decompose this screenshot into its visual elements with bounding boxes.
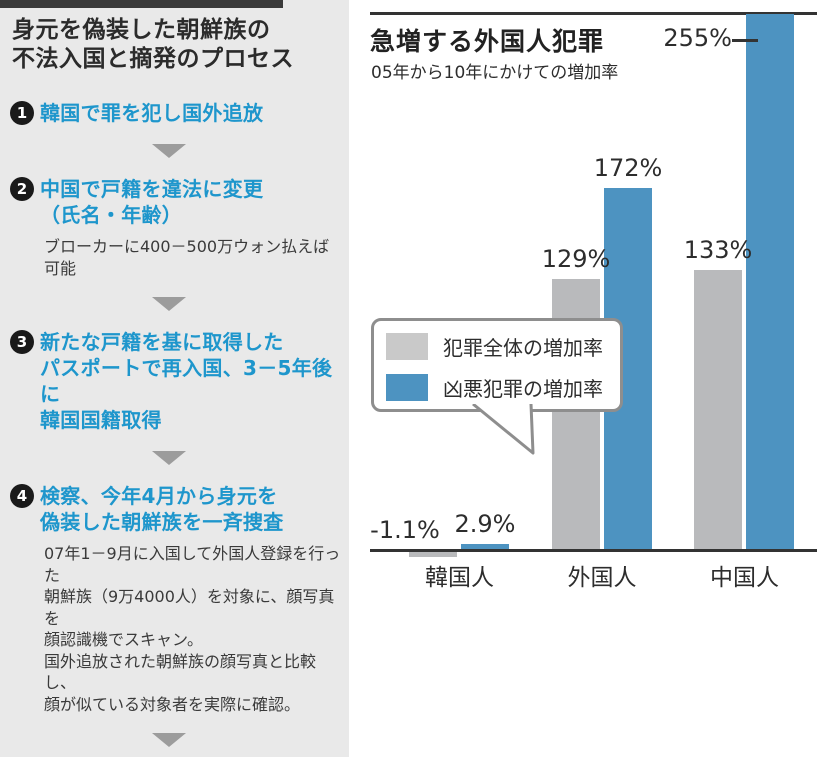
legend-item-total-crime: 犯罪全体の増加率 xyxy=(386,332,620,360)
chart-panel: 急増する外国人犯罪 05年から10年にかけての増加率 犯罪全体の増加率 凶悪犯罪… xyxy=(368,0,819,761)
legend-label: 犯罪全体の増加率 xyxy=(443,335,603,360)
bar-value-label: 133% xyxy=(683,236,753,265)
legend-item-violent-crime: 凶悪犯罪の増加率 xyxy=(386,373,620,401)
step-heading: 検察、今年4月から身元を 偽装した朝鮮族を一斉捜査 xyxy=(40,484,284,534)
step-note: 07年1－9月に入国して外国人登録を行った 朝鮮族（9万4000人）を対象に、顔… xyxy=(44,544,341,714)
category-label-外国人: 外国人 xyxy=(567,565,637,591)
process-step-3: 3 新たな戸籍を基に取得した パスポートで再入国、3－5年後に 韓国国籍取得 xyxy=(10,329,344,433)
step-number-badge: 3 xyxy=(10,330,34,354)
legend-label: 凶悪犯罪の増加率 xyxy=(443,376,603,401)
step-number-badge: 1 xyxy=(10,101,34,125)
bar-value-label: 2.9% xyxy=(454,509,516,538)
violent-crime-bar-中国人 xyxy=(746,13,794,550)
process-step-1: 1 韓国で罪を犯し国外追放 xyxy=(10,100,344,126)
process-panel-title: 身元を偽装した朝鮮族の 不法入国と摘発のプロセス xyxy=(12,17,294,72)
process-steps: 1 韓国で罪を犯し国外追放 2 中国で戸籍を違法に変更 （氏名・年齢） ブローカーに40… xyxy=(10,100,344,761)
step-note: ブローカーに400－500万ウォン払えば可能 xyxy=(44,237,330,278)
bar-value-label: 129% xyxy=(541,244,611,273)
step-heading: 韓国で罪を犯し国外追放 xyxy=(40,101,264,125)
total-crime-bar-韓国人 xyxy=(409,552,457,557)
step-heading: 中国で戸籍を違法に変更 （氏名・年齢） xyxy=(40,177,264,227)
gray-swatch-icon xyxy=(386,332,428,360)
x-axis-line xyxy=(370,549,817,552)
category-label-中国人: 中国人 xyxy=(710,565,779,591)
step-number-badge: 2 xyxy=(10,177,34,201)
step-number-badge: 4 xyxy=(10,484,34,508)
bar-value-label: 172% xyxy=(593,154,663,183)
chart-subtitle: 05年から10年にかけての増加率 xyxy=(371,63,619,83)
down-arrow-icon xyxy=(152,733,186,747)
leader-line xyxy=(732,39,758,42)
down-arrow-icon xyxy=(152,297,186,311)
step-heading: 新たな戸籍を基に取得した パスポートで再入国、3－5年後に 韓国国籍取得 xyxy=(40,330,333,432)
bar-value-label: 255% xyxy=(663,24,732,52)
category-label-韓国人: 韓国人 xyxy=(425,565,494,591)
panel-accent-bar xyxy=(0,0,283,8)
down-arrow-icon xyxy=(152,144,186,158)
chart-title: 急増する外国人犯罪 xyxy=(370,27,605,56)
blue-swatch-icon xyxy=(386,373,428,401)
legend: 犯罪全体の増加率 凶悪犯罪の増加率 xyxy=(371,318,623,412)
process-step-2: 2 中国で戸籍を違法に変更 （氏名・年齢） ブローカーに400－500万ウォン払えば… xyxy=(10,176,344,279)
violent-crime-bar-韓国人 xyxy=(461,543,509,550)
down-arrow-icon xyxy=(152,451,186,465)
total-crime-bar-中国人 xyxy=(694,270,742,550)
legend-bubble-tail-icon xyxy=(472,404,535,455)
bar-value-label: -1.1% xyxy=(370,516,440,544)
process-step-4: 4 検察、今年4月から身元を 偽装した朝鮮族を一斉捜査 07年1－9月に入国して外国… xyxy=(10,483,344,715)
process-panel: 身元を偽装した朝鮮族の 不法入国と摘発のプロセス 1 韓国で罪を犯し国外追放 2 中国… xyxy=(0,0,349,757)
chart-top-rule xyxy=(370,12,817,15)
